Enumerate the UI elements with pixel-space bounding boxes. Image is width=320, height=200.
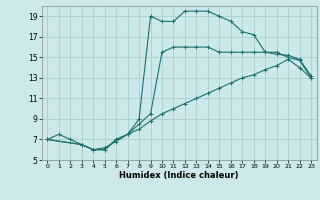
X-axis label: Humidex (Indice chaleur): Humidex (Indice chaleur) — [119, 171, 239, 180]
